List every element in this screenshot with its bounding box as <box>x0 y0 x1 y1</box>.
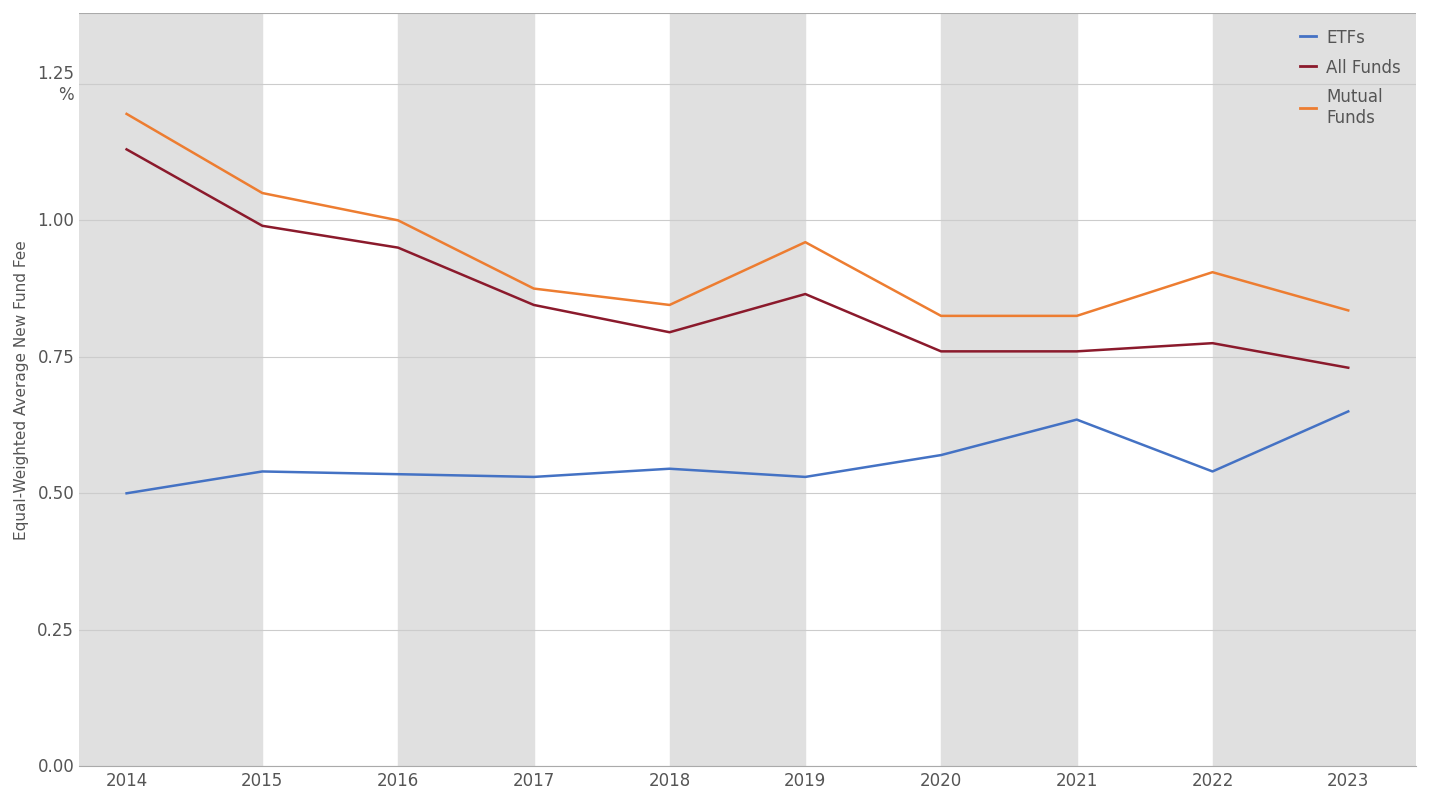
Bar <box>398 14 533 766</box>
Bar <box>79 14 262 766</box>
Bar <box>1213 14 1416 766</box>
Y-axis label: Equal-Weighted Average New Fund Fee: Equal-Weighted Average New Fund Fee <box>14 240 29 540</box>
Bar <box>941 14 1077 766</box>
Legend: ETFs, All Funds, Mutual
Funds: ETFs, All Funds, Mutual Funds <box>1293 22 1407 133</box>
Bar <box>669 14 805 766</box>
